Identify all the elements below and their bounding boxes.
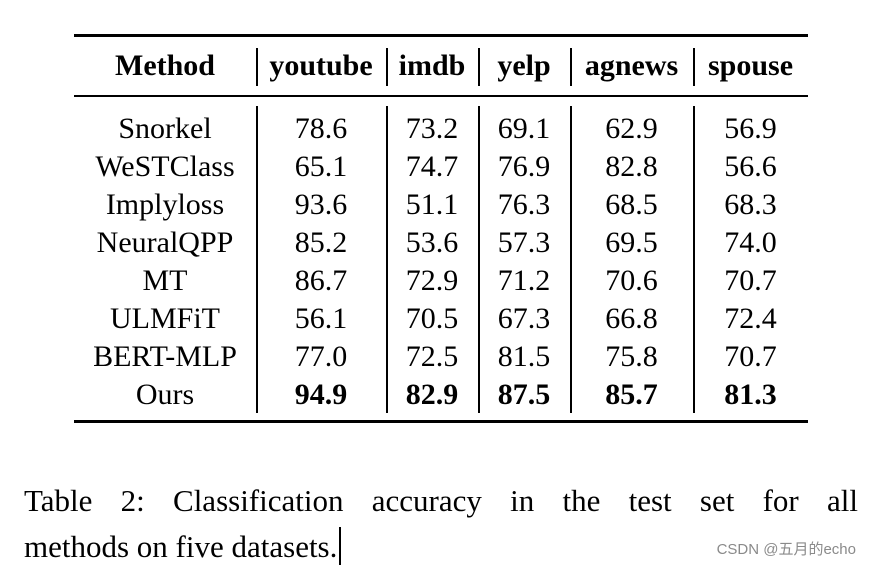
cell-youtube: 78.6 xyxy=(294,112,348,145)
cell-agnews: 69.5 xyxy=(605,226,658,259)
method-name: Snorkel xyxy=(118,112,212,145)
watermark: CSDN @五月的echo xyxy=(716,541,856,558)
column-separator xyxy=(570,106,572,413)
cell-imdb: 82.9 xyxy=(405,378,459,411)
caption-line-1: Table 2: Classification accuracy in the … xyxy=(24,483,858,518)
cell-spouse: 74.0 xyxy=(724,226,777,259)
method-name: ULMFiT xyxy=(109,302,220,335)
table-row: NeuralQPP 85.2 53.6 57.3 69.5 74.0 xyxy=(74,224,808,262)
cell-agnews: 85.7 xyxy=(605,378,658,411)
cell-imdb: 74.7 xyxy=(405,150,459,183)
header-yelp: yelp xyxy=(497,49,551,82)
cell-yelp: 67.3 xyxy=(497,302,551,335)
table-caption: Table 2: Classification accuracy in the … xyxy=(24,478,858,567)
cell-imdb: 70.5 xyxy=(405,302,459,335)
method-name: MT xyxy=(142,264,188,297)
header-imdb: imdb xyxy=(398,49,466,82)
cell-imdb: 73.2 xyxy=(405,112,459,145)
table-header-rule xyxy=(74,95,808,97)
cell-youtube: 65.1 xyxy=(294,150,348,183)
table-row: BERT-MLP 77.0 72.5 81.5 75.8 70.7 xyxy=(74,338,808,376)
caption-line-2: methods on five datasets. xyxy=(24,529,338,564)
table-row: MT 86.7 72.9 71.2 70.6 70.7 xyxy=(74,262,808,300)
method-name: WeSTClass xyxy=(95,150,235,183)
method-name: BERT-MLP xyxy=(93,340,237,373)
cell-youtube: 77.0 xyxy=(294,340,348,373)
table-header-row: Method youtube imdb yelp agnews spouse xyxy=(74,34,808,98)
table-row: WeSTClass 65.1 74.7 76.9 82.8 56.6 xyxy=(74,148,808,186)
cell-spouse: 72.4 xyxy=(724,302,777,335)
table-row: Snorkel 78.6 73.2 69.1 62.9 56.9 xyxy=(74,98,808,148)
column-separator xyxy=(256,48,258,86)
cell-yelp: 76.9 xyxy=(497,150,551,183)
header-youtube: youtube xyxy=(269,49,373,82)
method-name: Implyloss xyxy=(105,188,225,221)
cell-agnews: 66.8 xyxy=(605,302,658,335)
cell-imdb: 72.5 xyxy=(405,340,459,373)
cell-youtube: 93.6 xyxy=(294,188,348,221)
method-name: Ours xyxy=(135,378,195,411)
cell-spouse: 56.6 xyxy=(724,150,777,183)
cell-agnews: 75.8 xyxy=(605,340,658,373)
cell-yelp: 87.5 xyxy=(497,378,551,411)
column-separator xyxy=(693,106,695,413)
cell-agnews: 70.6 xyxy=(605,264,658,297)
table-row: ULMFiT 56.1 70.5 67.3 66.8 72.4 xyxy=(74,300,808,338)
cell-spouse: 70.7 xyxy=(724,264,777,297)
table-row: Implyloss 93.6 51.1 76.3 68.5 68.3 xyxy=(74,186,808,224)
cell-yelp: 69.1 xyxy=(497,112,551,145)
cell-imdb: 51.1 xyxy=(405,188,459,221)
column-separator xyxy=(386,48,388,86)
table-row-ours: Ours 94.9 82.9 87.5 85.7 81.3 xyxy=(74,376,808,414)
column-separator xyxy=(386,106,388,413)
results-table: Method youtube imdb yelp agnews spouse S… xyxy=(74,34,808,414)
cell-yelp: 71.2 xyxy=(497,264,551,297)
cell-spouse: 70.7 xyxy=(724,340,777,373)
cell-spouse: 56.9 xyxy=(724,112,777,145)
method-name: NeuralQPP xyxy=(96,226,234,259)
header-method: Method xyxy=(115,49,215,82)
table-top-rule xyxy=(74,34,808,37)
column-separator xyxy=(570,48,572,86)
cell-youtube: 85.2 xyxy=(294,226,348,259)
cell-agnews: 82.8 xyxy=(605,150,658,183)
table-bottom-rule xyxy=(74,420,808,423)
cell-yelp: 57.3 xyxy=(497,226,551,259)
cell-spouse: 81.3 xyxy=(724,378,777,411)
column-separator xyxy=(693,48,695,86)
column-separator xyxy=(478,106,480,413)
column-separator xyxy=(478,48,480,86)
header-agnews: agnews xyxy=(584,49,679,82)
cell-yelp: 81.5 xyxy=(497,340,551,373)
cell-agnews: 62.9 xyxy=(605,112,658,145)
cell-imdb: 53.6 xyxy=(405,226,459,259)
text-cursor xyxy=(339,527,341,565)
cell-youtube: 86.7 xyxy=(294,264,348,297)
cell-youtube: 56.1 xyxy=(294,302,348,335)
cell-agnews: 68.5 xyxy=(605,188,658,221)
caption-line-2-wrap: methods on five datasets. xyxy=(24,524,858,567)
column-separator xyxy=(256,106,258,413)
header-spouse: spouse xyxy=(707,49,794,82)
cell-yelp: 76.3 xyxy=(497,188,551,221)
cell-spouse: 68.3 xyxy=(724,188,777,221)
cell-youtube: 94.9 xyxy=(294,378,348,411)
cell-imdb: 72.9 xyxy=(405,264,459,297)
